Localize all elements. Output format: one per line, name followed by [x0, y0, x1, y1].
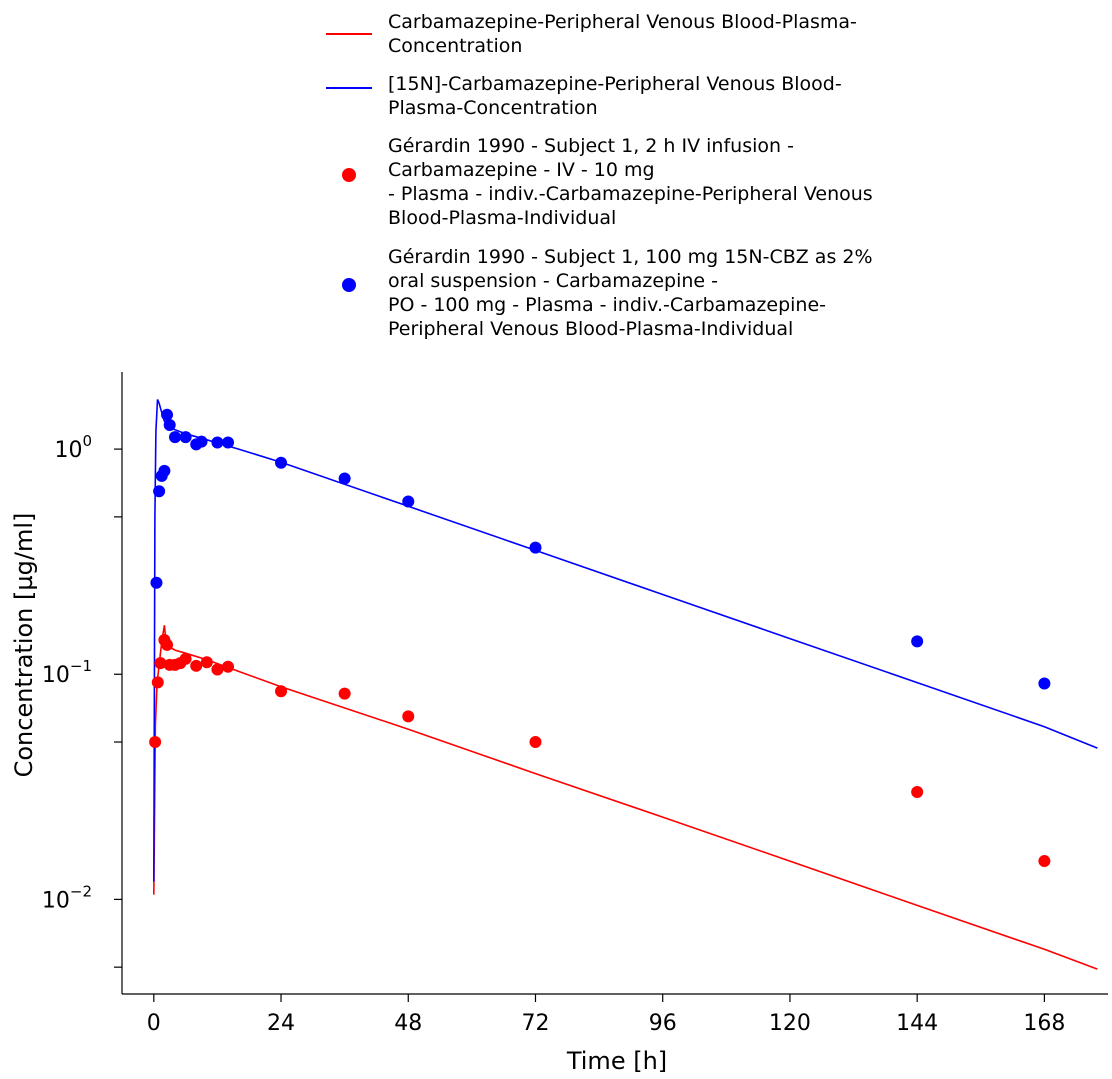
x-tick-label: 120 [769, 1011, 811, 1036]
x-tick-label: 0 [147, 1011, 161, 1036]
concentration-time-chart: 0 24 48 72 96 120 144 168 10−2 10−1 100 Time [h] C… [10, 372, 1108, 1075]
y-tick-label: 10−2 [42, 882, 92, 913]
x-axis-title: Time [h] [566, 1047, 667, 1075]
chart-legend: Carbamazepine-Peripheral Venous Blood-Pl… [0, 0, 1112, 350]
data-point [529, 541, 542, 554]
data-point [179, 652, 192, 665]
data-point [402, 710, 415, 723]
legend-marker-red [342, 168, 356, 182]
data-point [195, 435, 208, 448]
x-tick-label: 96 [649, 1011, 677, 1036]
data-point [911, 635, 924, 648]
data-point [150, 576, 163, 589]
data-point [338, 472, 351, 485]
plot-area [149, 399, 1098, 970]
data-point [211, 663, 224, 676]
legend-label: [15N]-Carbamazepine-Peripheral Venous Bl… [388, 73, 842, 119]
series-line-1 [153, 399, 1098, 882]
data-point [211, 436, 224, 449]
data-point [222, 660, 235, 673]
data-point [911, 785, 924, 798]
legend-entry-iv-observed: Gérardin 1990 - Subject 1, 2 h IV infusi… [326, 134, 966, 230]
data-point [402, 495, 415, 508]
data-point [151, 676, 164, 689]
x-tick-label: 144 [896, 1011, 938, 1036]
y-axis-title: Concentration [µg/ml] [10, 513, 38, 778]
legend-entry-carbamazepine-line: Carbamazepine-Peripheral Venous Blood-Pl… [326, 10, 966, 58]
data-point [1038, 855, 1051, 868]
data-point [161, 638, 174, 651]
y-tick-label: 10−1 [42, 657, 92, 688]
data-point [338, 687, 351, 700]
data-point [529, 736, 542, 749]
data-point [163, 418, 176, 431]
y-tick-label: 100 [54, 432, 92, 463]
x-tick-label: 48 [394, 1011, 422, 1036]
data-point [222, 436, 235, 449]
legend-label: Carbamazepine-Peripheral Venous Blood-Pl… [388, 11, 857, 57]
data-point [161, 408, 174, 421]
data-point [158, 464, 171, 477]
x-tick-label: 72 [521, 1011, 549, 1036]
data-point [149, 736, 162, 749]
series-line-0 [153, 625, 1098, 970]
legend-label: Gérardin 1990 - Subject 1, 2 h IV infusi… [388, 135, 873, 229]
legend-entry-15n-carbamazepine-line: [15N]-Carbamazepine-Peripheral Venous Bl… [326, 72, 966, 120]
data-point [169, 431, 182, 444]
data-point [153, 485, 166, 498]
x-tick-label: 168 [1023, 1011, 1065, 1036]
data-point [154, 657, 167, 670]
legend-marker-blue [342, 278, 356, 292]
legend-entry-po-observed: Gérardin 1990 - Subject 1, 100 mg 15N-CB… [326, 245, 966, 341]
data-point [275, 685, 288, 698]
data-point [200, 656, 213, 669]
axes: 0 24 48 72 96 120 144 168 10−2 10−1 100 [42, 372, 1108, 1036]
legend-line-swatch-blue [326, 87, 372, 89]
data-point [1038, 677, 1051, 690]
data-point [179, 431, 192, 444]
data-point [275, 456, 288, 469]
legend-label: Gérardin 1990 - Subject 1, 100 mg 15N-CB… [388, 246, 873, 340]
x-tick-label: 24 [267, 1011, 295, 1036]
legend-line-swatch-red [326, 33, 372, 35]
data-point [190, 659, 203, 672]
